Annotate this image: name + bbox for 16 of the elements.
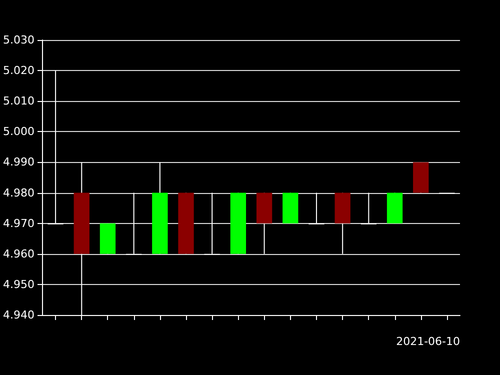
candlestick [360, 192, 376, 224]
x-axis-title: 2021-06-10 [396, 335, 460, 348]
candlestick [48, 70, 64, 224]
y-tick-label: 5.030 [2, 34, 34, 46]
y-tick-label: 4.990 [2, 156, 34, 169]
y-tick-label: 4.980 [2, 186, 34, 200]
y-tick-label: 5.000 [2, 125, 34, 138]
y-tick-label: 5.010 [2, 94, 34, 108]
candlestick [204, 192, 220, 255]
y-tick-label: 4.940 [2, 308, 34, 322]
y-tick-label: 5.020 [2, 64, 34, 78]
y-tick-label: 4.950 [2, 278, 34, 291]
y-tick-label: 4.960 [2, 247, 34, 260]
candlestick [126, 192, 142, 255]
candlestick [308, 192, 324, 224]
y-tick-label: 4.970 [2, 216, 34, 230]
